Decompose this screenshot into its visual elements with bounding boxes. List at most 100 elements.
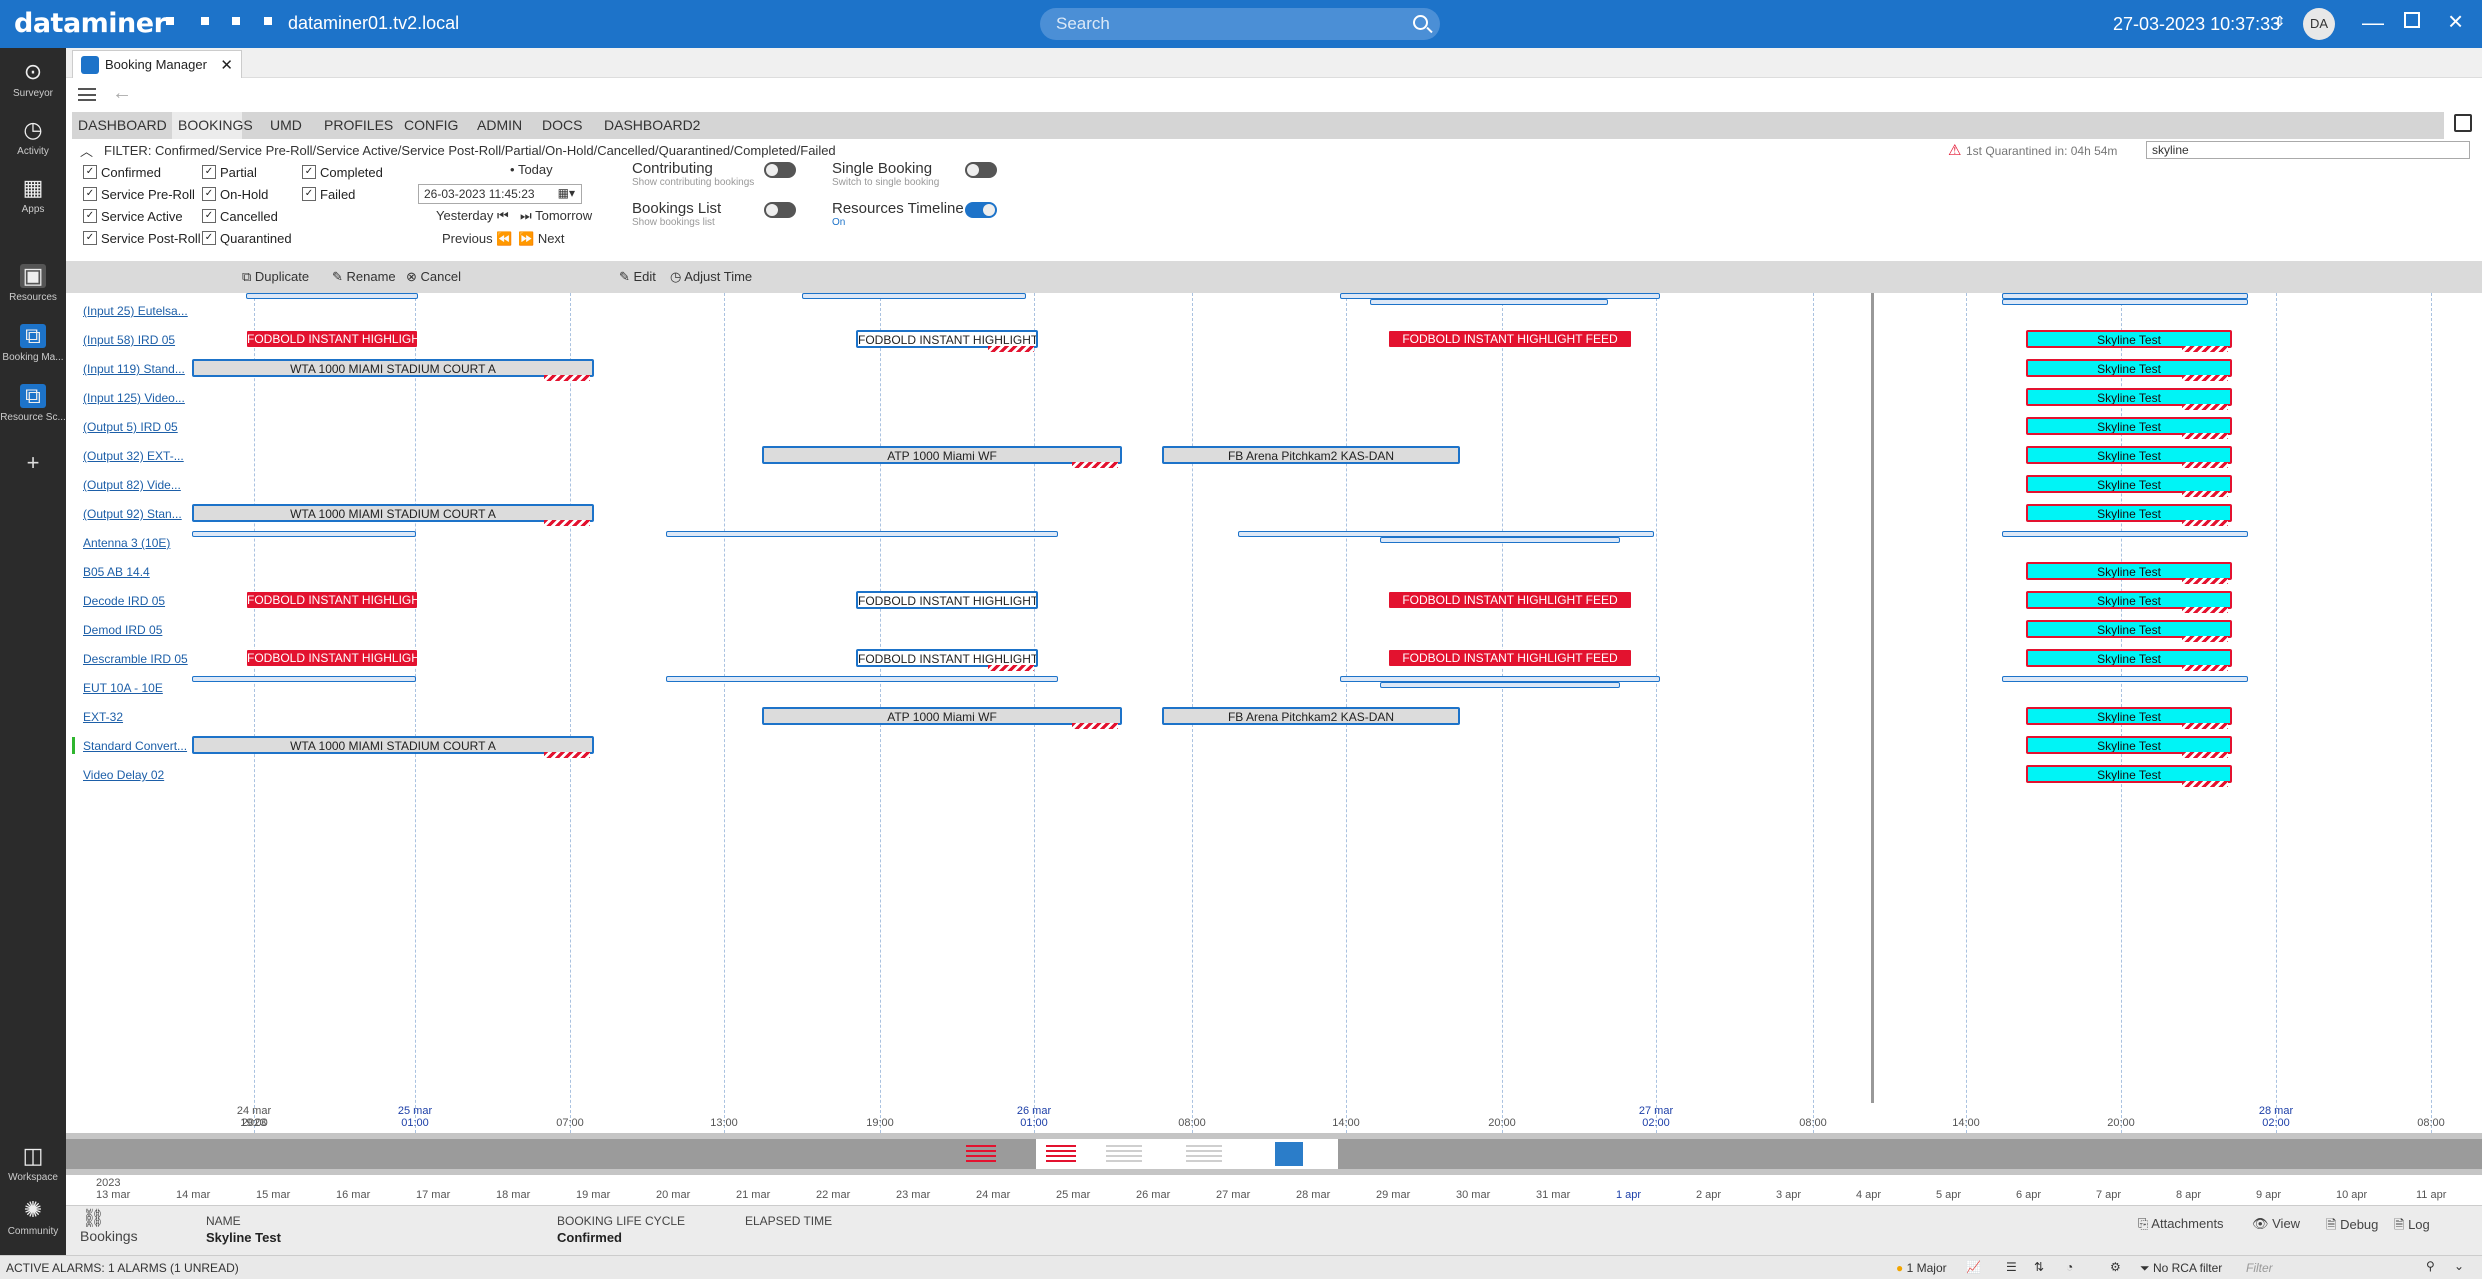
settings-icon[interactable]: ⚙ bbox=[2110, 1260, 2121, 1274]
toggle-bookings-list[interactable] bbox=[764, 202, 796, 218]
booking-block[interactable]: WTA 1000 MIAMI STADIUM COURT A bbox=[192, 504, 594, 522]
rename-button[interactable]: ✎ Rename bbox=[332, 269, 396, 285]
resource-row-label[interactable]: (Input 58) IRD 05 bbox=[83, 333, 176, 347]
square-icon[interactable] bbox=[166, 17, 174, 25]
resource-row-label[interactable]: (Output 92) Stan... bbox=[83, 507, 182, 521]
tab-dashboard[interactable]: DASHBOARD bbox=[78, 117, 167, 133]
booking-block[interactable]: Skyline Test bbox=[2026, 388, 2232, 406]
booking-block[interactable]: FODBOLD INSTANT HIGHLIGH... bbox=[246, 330, 418, 348]
filter-search-input[interactable]: skyline bbox=[2146, 141, 2470, 159]
booking-block[interactable]: Skyline Test bbox=[2026, 417, 2232, 435]
tab-profiles[interactable]: PROFILES bbox=[324, 117, 394, 133]
booking-block[interactable]: WTA 1000 MIAMI STADIUM COURT A bbox=[192, 359, 594, 377]
resource-row-label[interactable]: (Output 32) EXT-... bbox=[83, 449, 184, 463]
resource-row-label[interactable]: Descramble IRD 05 bbox=[83, 652, 188, 666]
chart-icon[interactable]: 📈 bbox=[1966, 1260, 1981, 1274]
booking-block[interactable]: Skyline Test bbox=[2026, 649, 2232, 667]
checkbox-service-post-roll[interactable]: Service Post-Roll bbox=[83, 231, 201, 246]
resource-row-label[interactable]: EUT 10A - 10E bbox=[83, 681, 163, 695]
booking-block-collapsed[interactable] bbox=[246, 293, 418, 299]
booking-block[interactable]: FODBOLD INSTANT HIGHLIGHT... bbox=[856, 649, 1038, 667]
resource-row-label[interactable]: Demod IRD 05 bbox=[83, 623, 163, 637]
tab-dashboard2[interactable]: DASHBOARD2 bbox=[604, 117, 701, 133]
booking-block[interactable]: FODBOLD INSTANT HIGHLIGHT FEED bbox=[1388, 649, 1632, 667]
booking-block[interactable]: FODBOLD INSTANT HIGHLIGHT FEED bbox=[1388, 591, 1632, 609]
booking-block[interactable]: FODBOLD INSTANT HIGHLIGHT FEED bbox=[1388, 330, 1632, 348]
duplicate-button[interactable]: ⧉ Duplicate bbox=[242, 269, 309, 285]
booking-block-collapsed[interactable] bbox=[2002, 531, 2248, 537]
booking-block[interactable]: ATP 1000 Miami WF bbox=[762, 446, 1122, 464]
active-alarms[interactable]: ACTIVE ALARMS: 1 ALARMS (1 UNREAD) bbox=[6, 1261, 239, 1275]
chevron-down-icon[interactable]: ⌄ bbox=[2454, 1259, 2465, 1273]
major-alarm-count[interactable]: ● 1 Major bbox=[1896, 1261, 1947, 1275]
toggle-resources-timeline[interactable] bbox=[965, 202, 997, 218]
maximize-icon[interactable] bbox=[2404, 12, 2420, 28]
fullscreen-icon[interactable] bbox=[2454, 114, 2472, 132]
booking-block[interactable]: FODBOLD INSTANT HIGHLIGH... bbox=[246, 649, 418, 667]
checkbox-completed[interactable]: Completed bbox=[302, 165, 383, 180]
collapse-filter-icon[interactable]: ︿ bbox=[80, 144, 94, 159]
tab-docs[interactable]: DOCS bbox=[542, 117, 583, 133]
log-button[interactable]: 🗎 Log bbox=[2394, 1216, 2430, 1238]
sidebar-item-surveyor[interactable]: ⊙ Surveyor bbox=[0, 60, 66, 100]
rca-filter[interactable]: ⏷ No RCA filter bbox=[2140, 1261, 2222, 1276]
booking-block-collapsed[interactable] bbox=[1370, 299, 1608, 305]
booking-block[interactable]: Skyline Test bbox=[2026, 765, 2232, 783]
checkbox-failed[interactable]: Failed bbox=[302, 187, 355, 202]
booking-block[interactable]: FB Arena Pitchkam2 KAS-DAN bbox=[1162, 446, 1460, 464]
minimize-icon[interactable]: — bbox=[2362, 10, 2384, 35]
checkbox-partial[interactable]: Partial bbox=[202, 165, 257, 180]
sidebar-item-resources[interactable]: ▣ Resources bbox=[0, 264, 66, 304]
status-filter-input[interactable]: Filter bbox=[2246, 1261, 2273, 1275]
booking-block-collapsed[interactable] bbox=[1340, 676, 1660, 682]
checkbox-cancelled[interactable]: Cancelled bbox=[202, 209, 278, 224]
tomorrow-button[interactable]: ⏭ Tomorrow bbox=[520, 208, 592, 224]
avatar[interactable]: DA bbox=[2303, 8, 2335, 40]
booking-block-collapsed[interactable] bbox=[666, 676, 1058, 682]
square-icon[interactable] bbox=[264, 17, 272, 25]
resource-row-label[interactable]: Video Delay 02 bbox=[83, 768, 165, 782]
checkbox-on-hold[interactable]: On-Hold bbox=[202, 187, 268, 202]
close-icon[interactable]: ✕ bbox=[220, 57, 233, 74]
resource-row-label[interactable]: (Output 82) Vide... bbox=[83, 478, 181, 492]
resource-row-label[interactable]: (Input 125) Video... bbox=[83, 391, 185, 405]
back-arrow-icon[interactable]: ← bbox=[112, 82, 132, 104]
sidebar-item-workspace[interactable]: ◫ Workspace bbox=[0, 1144, 66, 1184]
resource-row-label[interactable]: B05 AB 14.4 bbox=[83, 565, 150, 579]
sort-icon[interactable]: ⇅ bbox=[2034, 1260, 2045, 1274]
resource-row-label[interactable]: (Input 25) Eutelsa... bbox=[83, 304, 188, 318]
checkbox-service-pre-roll[interactable]: Service Pre-Roll bbox=[83, 187, 195, 202]
booking-block[interactable]: FODBOLD INSTANT HIGHLIGHT... bbox=[856, 330, 1038, 348]
pie-icon[interactable]: ◔ bbox=[2066, 1260, 2074, 1274]
timeline-overview[interactable] bbox=[66, 1133, 2482, 1175]
booking-block[interactable]: Skyline Test bbox=[2026, 504, 2232, 522]
booking-block-collapsed[interactable] bbox=[192, 531, 416, 537]
resource-row-label[interactable]: Decode IRD 05 bbox=[83, 594, 166, 608]
next-button[interactable]: ⏩ Next bbox=[518, 231, 565, 247]
checkbox-service-active[interactable]: Service Active bbox=[83, 209, 183, 224]
booking-block-collapsed[interactable] bbox=[2002, 676, 2248, 682]
hamburger-menu-icon[interactable] bbox=[78, 88, 96, 101]
booking-block-collapsed[interactable] bbox=[2002, 299, 2248, 305]
sidebar-item-community[interactable]: ✺ Community bbox=[0, 1198, 66, 1238]
checkbox-confirmed[interactable]: Confirmed bbox=[83, 165, 161, 180]
date-picker[interactable]: 26-03-2023 11:45:23 ▦▾ bbox=[418, 184, 582, 204]
debug-button[interactable]: 🗎 Debug bbox=[2326, 1216, 2378, 1238]
booking-block[interactable]: WTA 1000 MIAMI STADIUM COURT A bbox=[192, 736, 594, 754]
booking-block[interactable]: Skyline Test bbox=[2026, 475, 2232, 493]
tab-config[interactable]: CONFIG bbox=[404, 117, 459, 133]
booking-block-collapsed[interactable] bbox=[1340, 293, 1660, 299]
resource-row-label[interactable]: EXT-32 bbox=[83, 710, 124, 724]
previous-button[interactable]: Previous ⏪ bbox=[442, 231, 512, 247]
cancel-button[interactable]: ⊗ Cancel bbox=[406, 269, 461, 285]
booking-block[interactable]: Skyline Test bbox=[2026, 446, 2232, 464]
add-app-button[interactable]: + bbox=[0, 450, 66, 476]
search-input[interactable]: Search bbox=[1040, 8, 1440, 40]
booking-block[interactable]: FODBOLD INSTANT HIGHLIGH... bbox=[246, 591, 418, 609]
app-tab-booking-manager[interactable]: Booking Manager ✕ bbox=[72, 50, 242, 78]
sidebar-item-booking-manager[interactable]: ⧉ Booking Ma... bbox=[0, 324, 66, 364]
booking-block-collapsed[interactable] bbox=[666, 531, 1058, 537]
sidebar-item-activity[interactable]: ◷ Activity bbox=[0, 118, 66, 158]
booking-block[interactable]: Skyline Test bbox=[2026, 591, 2232, 609]
booking-block[interactable]: Skyline Test bbox=[2026, 707, 2232, 725]
